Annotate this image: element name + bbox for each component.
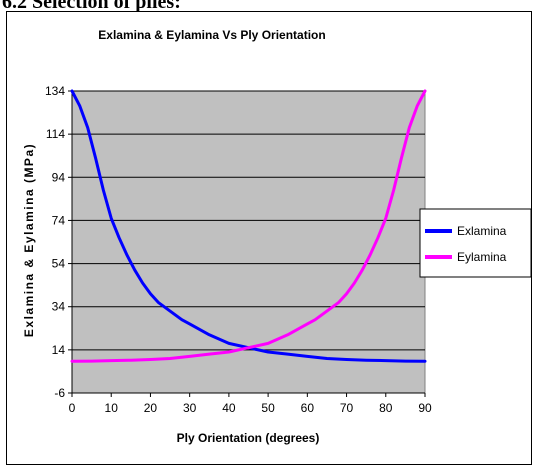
x-tick-label: 70 [340, 401, 354, 415]
y-axis-label: Exlamina & Eylamina (MPa) [22, 143, 36, 337]
y-tick-label: 74 [52, 213, 66, 227]
y-tick-label: 14 [52, 343, 66, 357]
chart-frame: Exlamina & Eylamina Vs Ply Orientation -… [6, 11, 532, 465]
x-tick-label: 60 [301, 401, 315, 415]
series-line-eylamina [70, 89, 427, 363]
series-line-exlamina [70, 89, 427, 363]
x-tick-label: 40 [222, 401, 236, 415]
chart-title: Exlamina & Eylamina Vs Ply Orientation [98, 28, 325, 42]
x-tick-label: 20 [144, 401, 158, 415]
line-chart: Exlamina & Eylamina Vs Ply Orientation -… [22, 28, 531, 445]
legend: Exlamina Eylamina [419, 208, 531, 278]
x-tick-label: 90 [418, 401, 432, 415]
y-tick-label: 114 [46, 127, 65, 141]
legend-label-exlamina: Exlamina [457, 224, 507, 238]
y-tick-label: 94 [52, 170, 66, 184]
x-tick-label: 80 [379, 401, 393, 415]
series-lines [70, 89, 427, 363]
x-tick-label: 30 [183, 401, 197, 415]
x-tick-label: 0 [69, 401, 76, 415]
legend-label-eylamina: Eylamina [457, 250, 507, 264]
y-tick-label: -6 [54, 386, 65, 400]
section-heading: 6.2 Selection of plies: [2, 0, 181, 13]
y-tick-label: 134 [45, 84, 65, 98]
x-tick-label: 50 [261, 401, 275, 415]
legend-box [419, 208, 531, 278]
y-tick-label: 34 [52, 300, 66, 314]
y-tick-label: 54 [52, 257, 66, 271]
x-axis-label: Ply Orientation (degrees) [177, 431, 320, 445]
x-tick-label: 10 [105, 401, 119, 415]
axis-ticks: -6 14 34 54 74 94 114 134 0 10 20 30 40 50 60 70 80 90 [45, 84, 432, 415]
